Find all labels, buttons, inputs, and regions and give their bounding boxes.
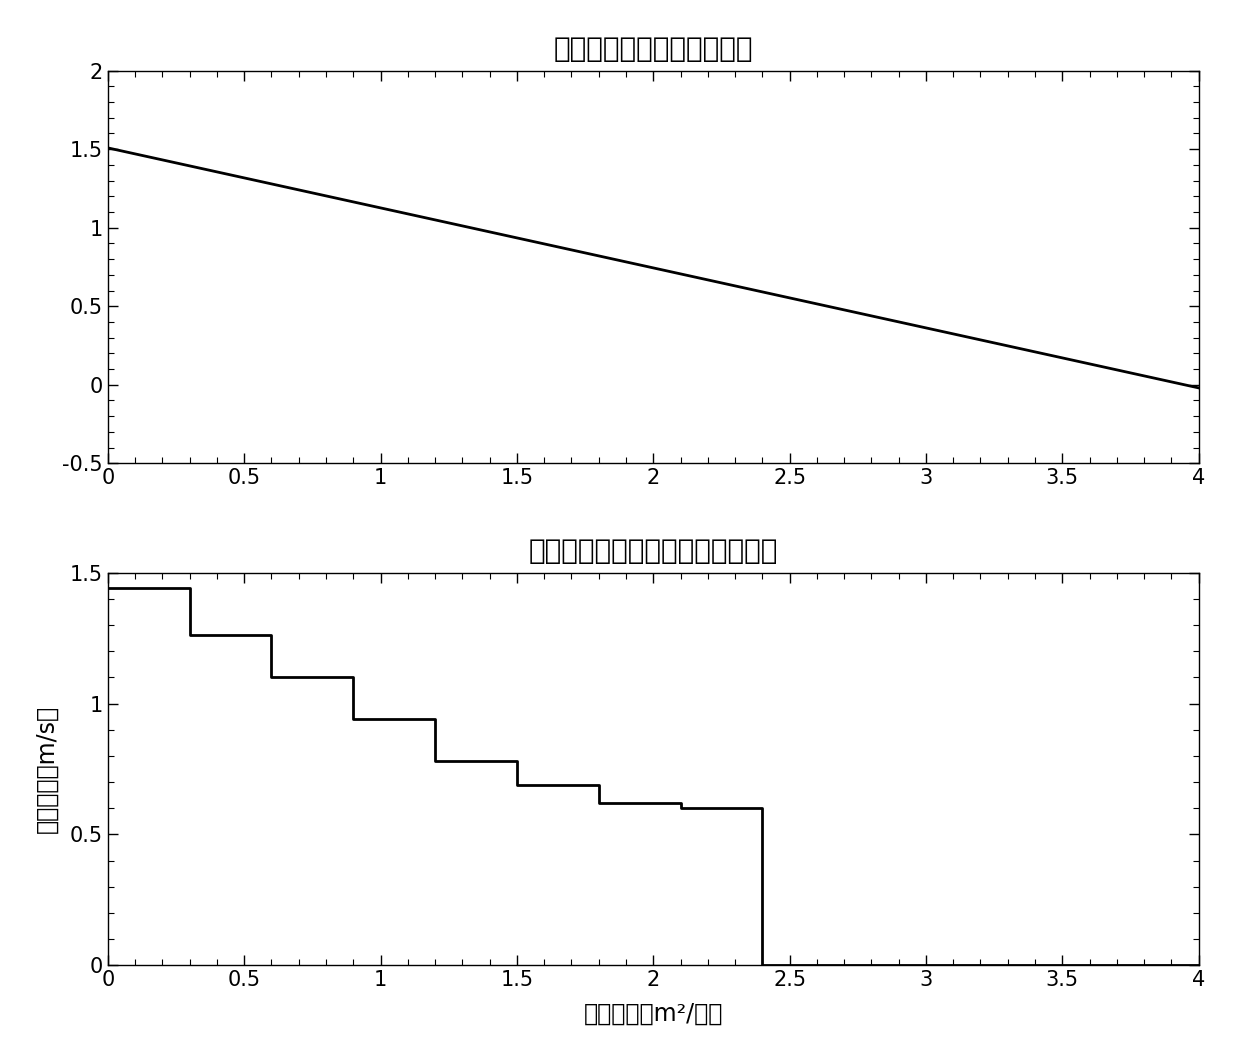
- X-axis label: 人群密度（m²/人）: 人群密度（m²/人）: [584, 1002, 723, 1025]
- Title: 人群密度与速度划棵棵模型: 人群密度与速度划棵棵模型: [553, 35, 753, 63]
- Title: 量化后人群密度与速度划棵棵模型: 量化后人群密度与速度划棵棵模型: [528, 536, 777, 565]
- Y-axis label: 行人速度（m/s）: 行人速度（m/s）: [35, 705, 58, 833]
